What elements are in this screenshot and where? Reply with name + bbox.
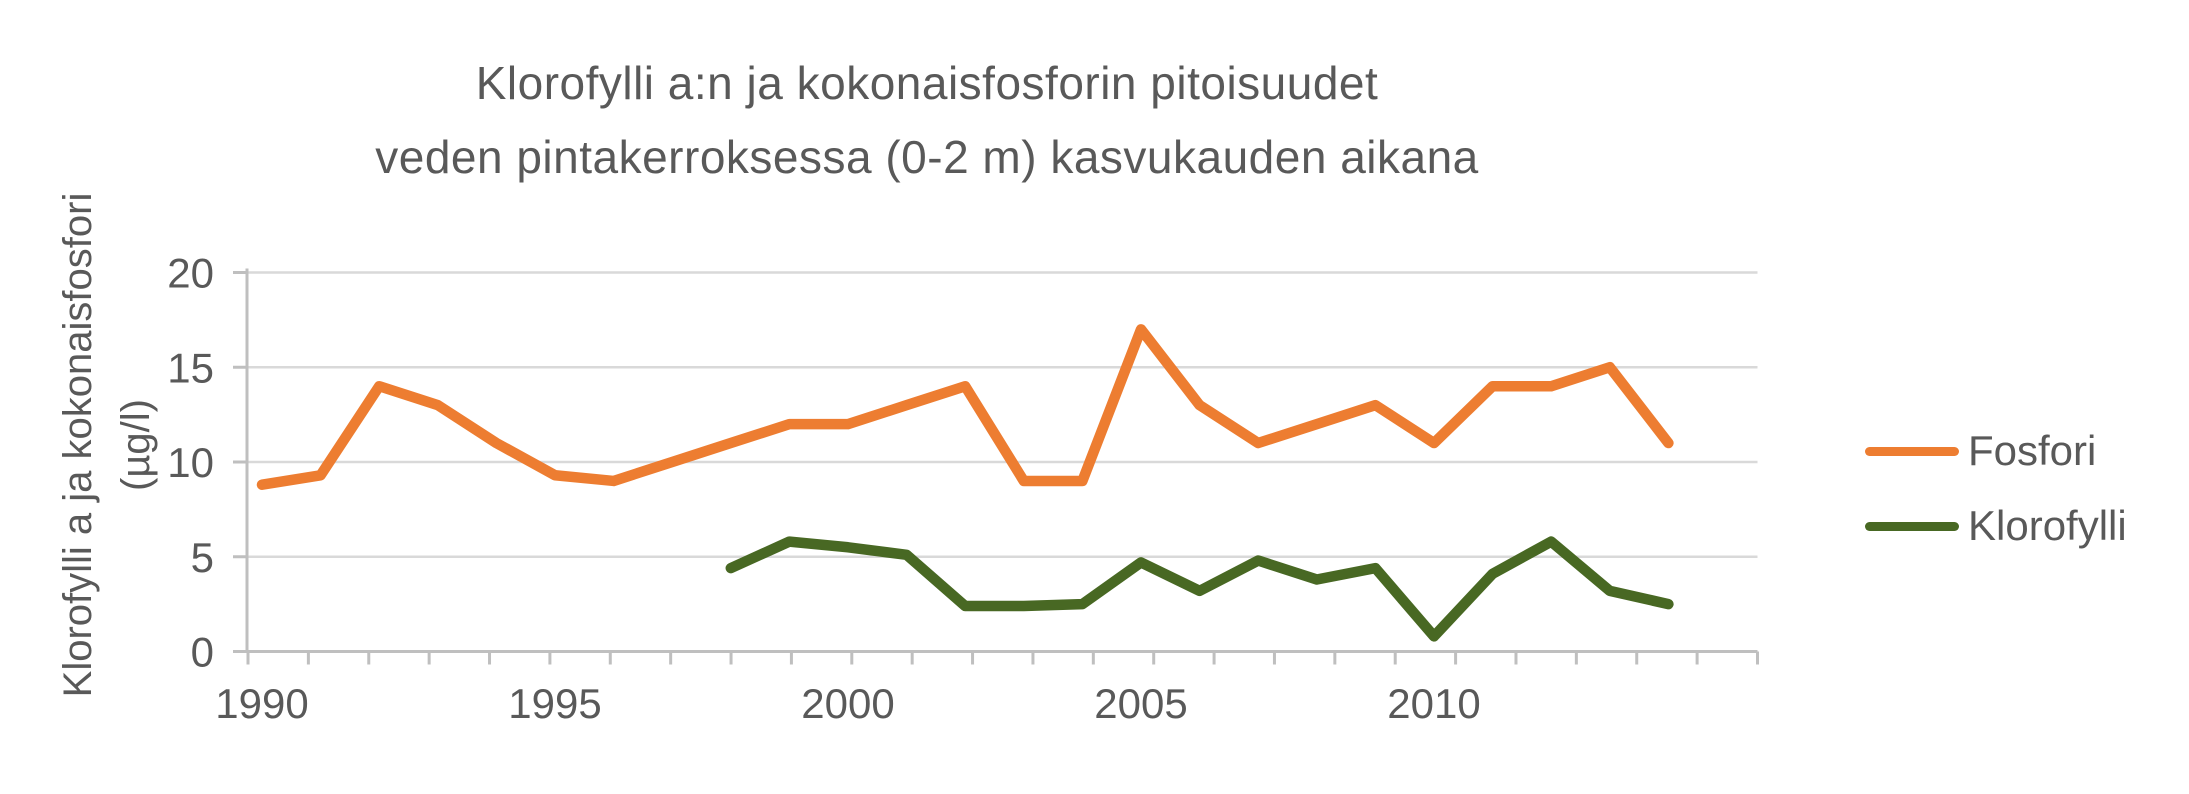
x-tick-label: 2005	[1094, 680, 1187, 727]
klorofylli-line	[725, 536, 1674, 642]
x-tick-label: 2010	[1387, 680, 1480, 727]
legend-swatch-klorofylli	[1865, 521, 1959, 531]
x-tick-label: 1995	[508, 680, 601, 727]
y-tick-label: 0	[191, 629, 214, 676]
legend-label-fosfori: Fosfori	[1968, 427, 2097, 474]
y-tick-label: 20	[167, 250, 214, 297]
fosfori-line	[256, 324, 1674, 490]
legend-label-klorofylli: Klorofylli	[1968, 502, 2127, 549]
chart-title-line-2: veden pintakerroksessa (0-2 m) kasvukaud…	[375, 131, 1479, 183]
x-tick-label: 2000	[801, 680, 894, 727]
legend-swatch-fosfori	[1865, 446, 1959, 456]
chart-title-line-1: Klorofylli a:n ja kokonaisfosforin pitoi…	[475, 57, 1379, 109]
legend-item-klorofylli: Klorofylli	[1865, 501, 2127, 551]
y-tick-label: 15	[167, 344, 214, 391]
x-tick-label: 1990	[215, 680, 308, 727]
y-tick-label: 5	[191, 534, 214, 581]
chart-title: Klorofylli a:n ja kokonaisfosforin pitoi…	[0, 46, 1854, 194]
legend-item-fosfori: Fosfori	[1865, 426, 2096, 476]
y-tick-label: 10	[167, 439, 214, 486]
